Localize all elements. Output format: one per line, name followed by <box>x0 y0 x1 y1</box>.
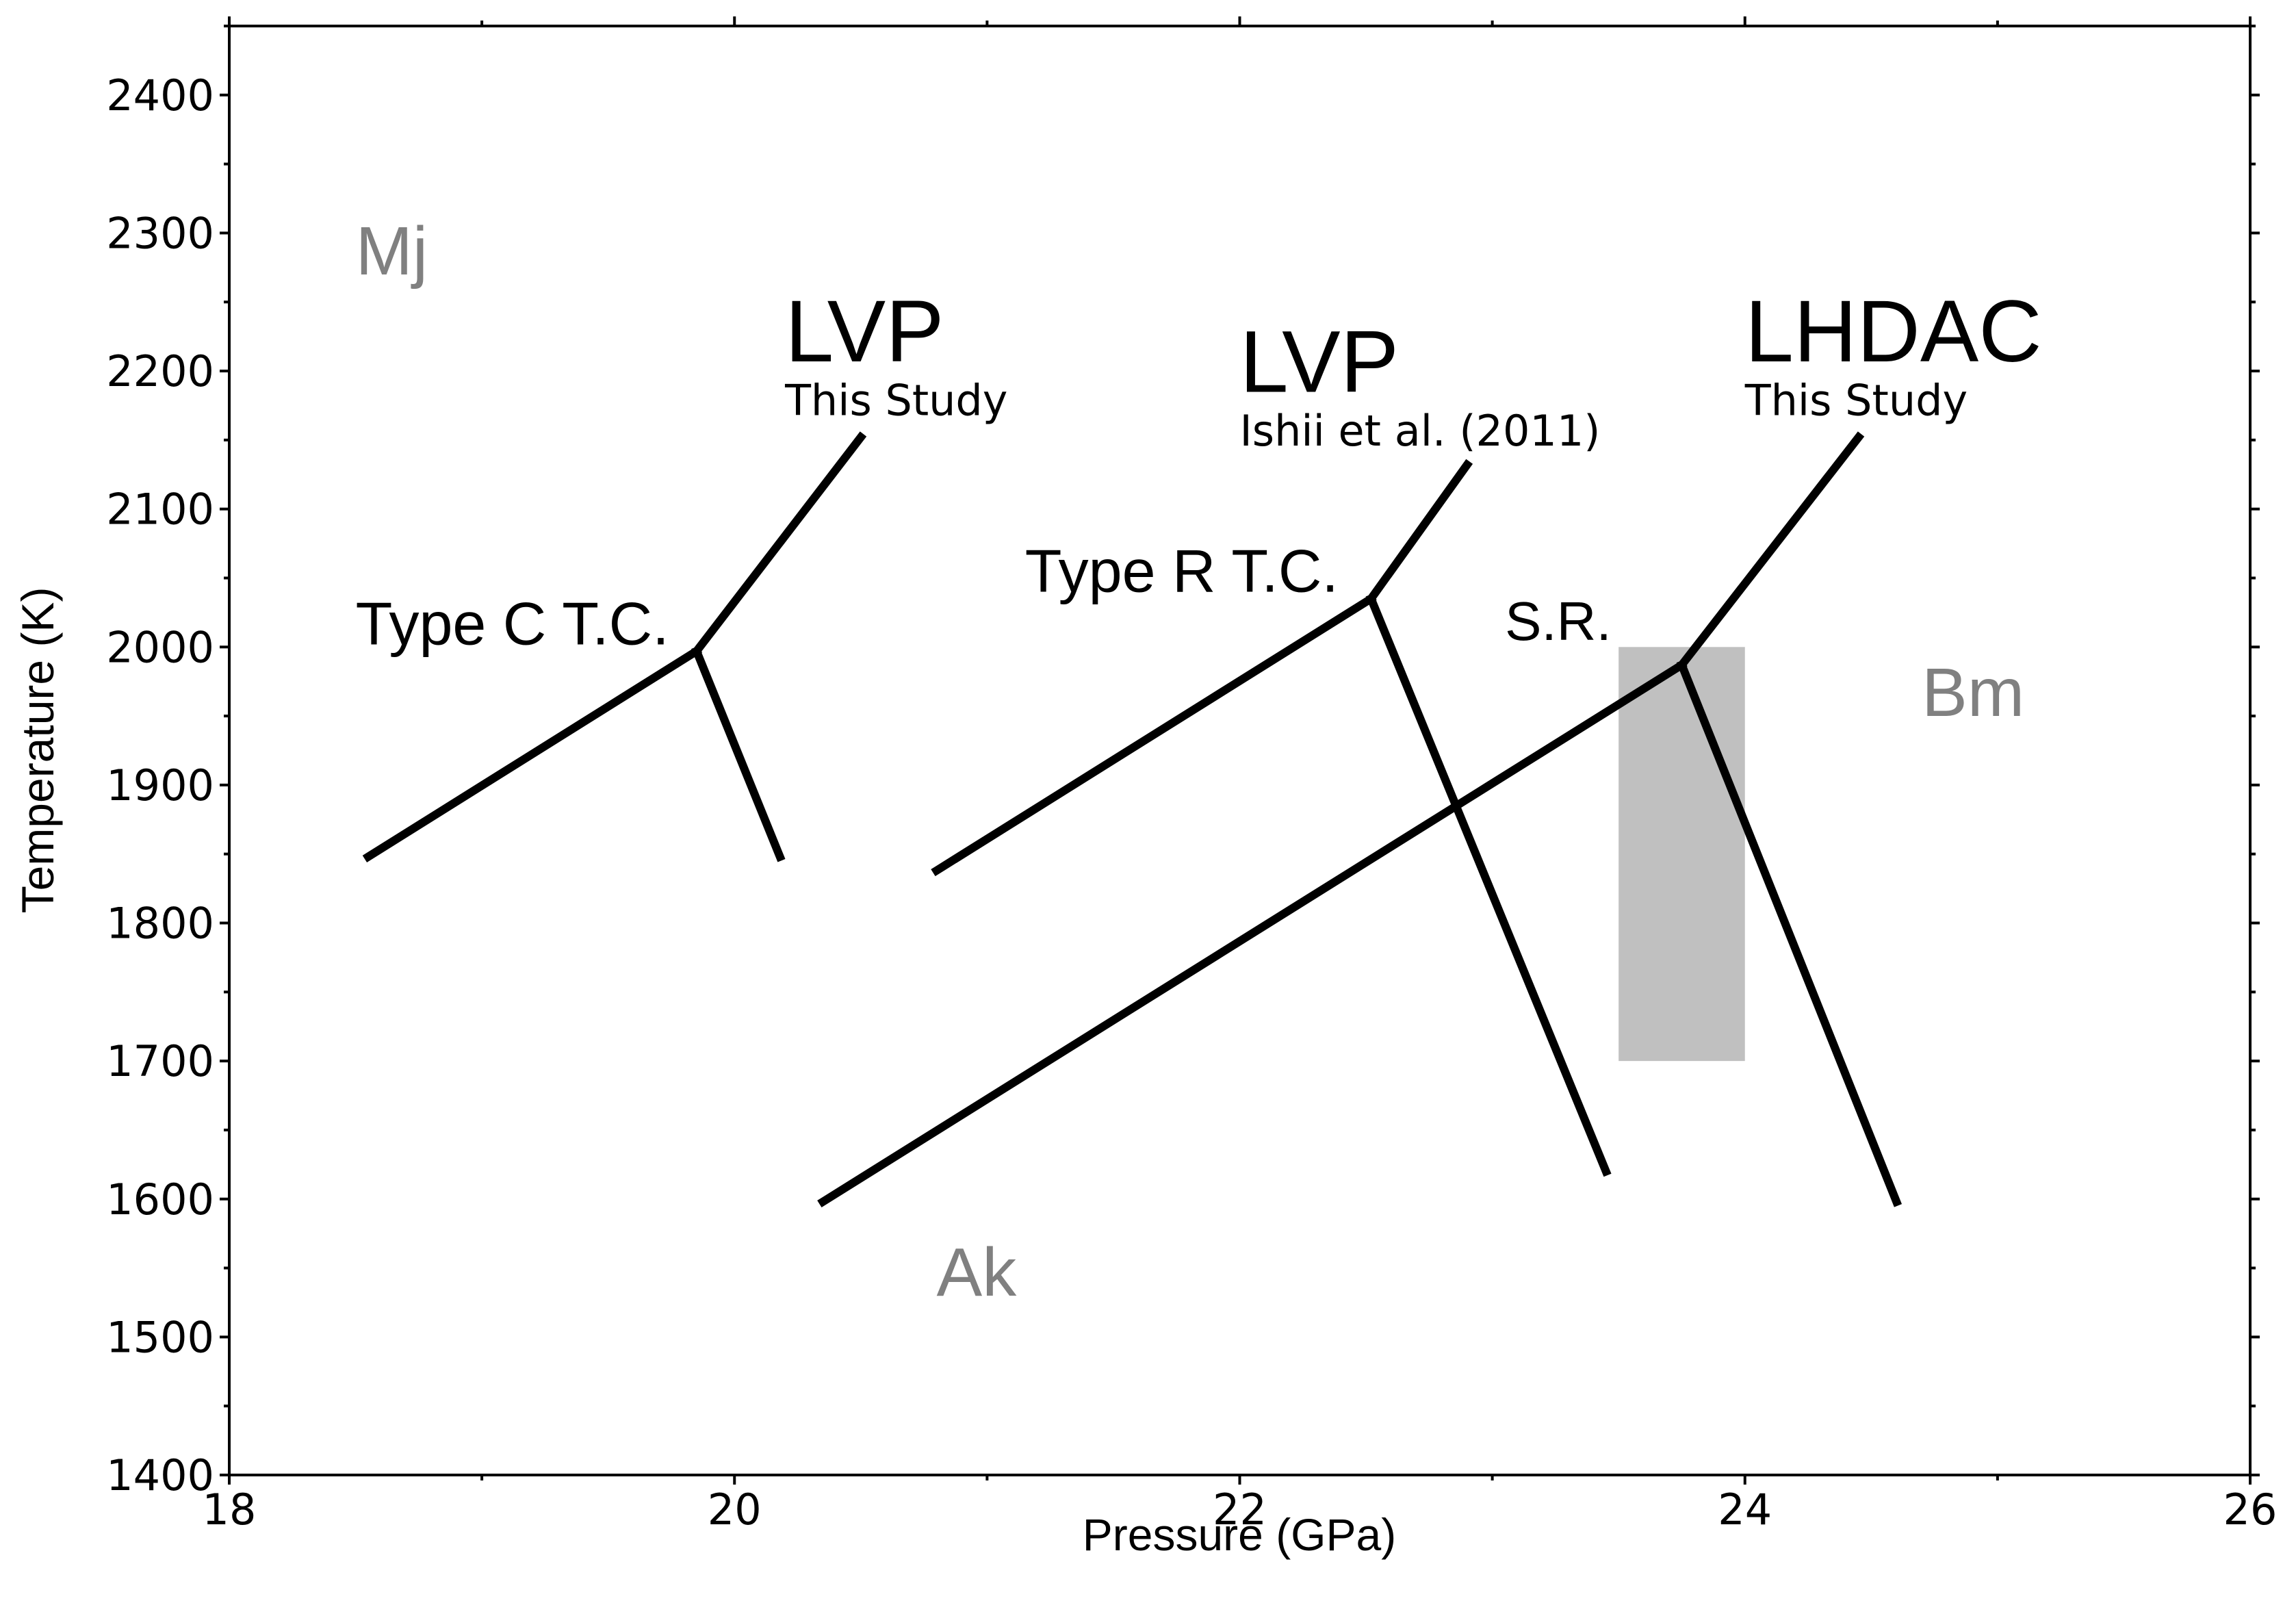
y-axis-label: Temperature (K) <box>12 587 63 914</box>
annotation-lvp1-sub: This Study <box>784 376 1007 426</box>
annotation-lhdac-title: LHDAC <box>1745 283 2042 381</box>
y-tick-label: 1500 <box>106 1312 214 1362</box>
annotation-lvp2-sub: Ishii et al. (2011) <box>1240 406 1601 456</box>
phase-label-bm: Bm <box>1922 654 2024 731</box>
phase-boundary-line <box>1676 659 1902 1207</box>
y-tick-label: 2100 <box>106 485 214 535</box>
x-tick-label: 26 <box>2223 1485 2278 1535</box>
x-tick-label: 20 <box>708 1485 762 1535</box>
phase-boundary-line <box>1676 431 1865 671</box>
y-tick-label: 1900 <box>106 760 214 810</box>
phase-label-mj: Mj <box>356 213 428 290</box>
annotation-type-c: Type C T.C. <box>356 589 669 657</box>
annotation-lvp1-title: LVP <box>785 283 944 381</box>
annotation-type-r: Type R T.C. <box>1025 537 1339 605</box>
annotation-lvp2-title: LVP <box>1240 313 1399 411</box>
y-tick-label: 2200 <box>106 346 214 396</box>
series-1 <box>362 431 867 863</box>
x-tick-label: 22 <box>1213 1485 1267 1535</box>
y-tick-label: 2300 <box>106 208 214 258</box>
phase-boundary-line <box>931 593 1377 877</box>
y-tick-label: 1400 <box>106 1450 214 1500</box>
phase-boundary-line <box>1365 459 1473 605</box>
series-3 <box>817 431 1902 1208</box>
x-axis-label: Pressure (GPa) <box>1083 1509 1396 1560</box>
y-tick-label: 2400 <box>106 70 214 120</box>
sr-shaded-range <box>1618 647 1745 1062</box>
phase-boundary-line <box>817 659 1688 1208</box>
y-tick-label: 1800 <box>106 899 214 949</box>
series-2 <box>931 459 1612 1177</box>
x-tick-label: 18 <box>203 1485 257 1535</box>
y-tick-label: 1700 <box>106 1036 214 1086</box>
phase-boundary-line <box>1365 593 1612 1177</box>
x-tick-label: 24 <box>1718 1485 1772 1535</box>
y-tick-label: 1600 <box>106 1175 214 1224</box>
annotation-lhdac-sub: This Study <box>1744 376 1968 426</box>
phase-boundary-line <box>691 645 786 862</box>
phase-boundary-line <box>691 431 867 657</box>
annotation-sr: S.R. <box>1505 591 1612 652</box>
phase-label-ak: Ak <box>937 1234 1018 1311</box>
phase-boundary-line <box>362 645 703 863</box>
y-tick-label: 2000 <box>106 622 214 672</box>
